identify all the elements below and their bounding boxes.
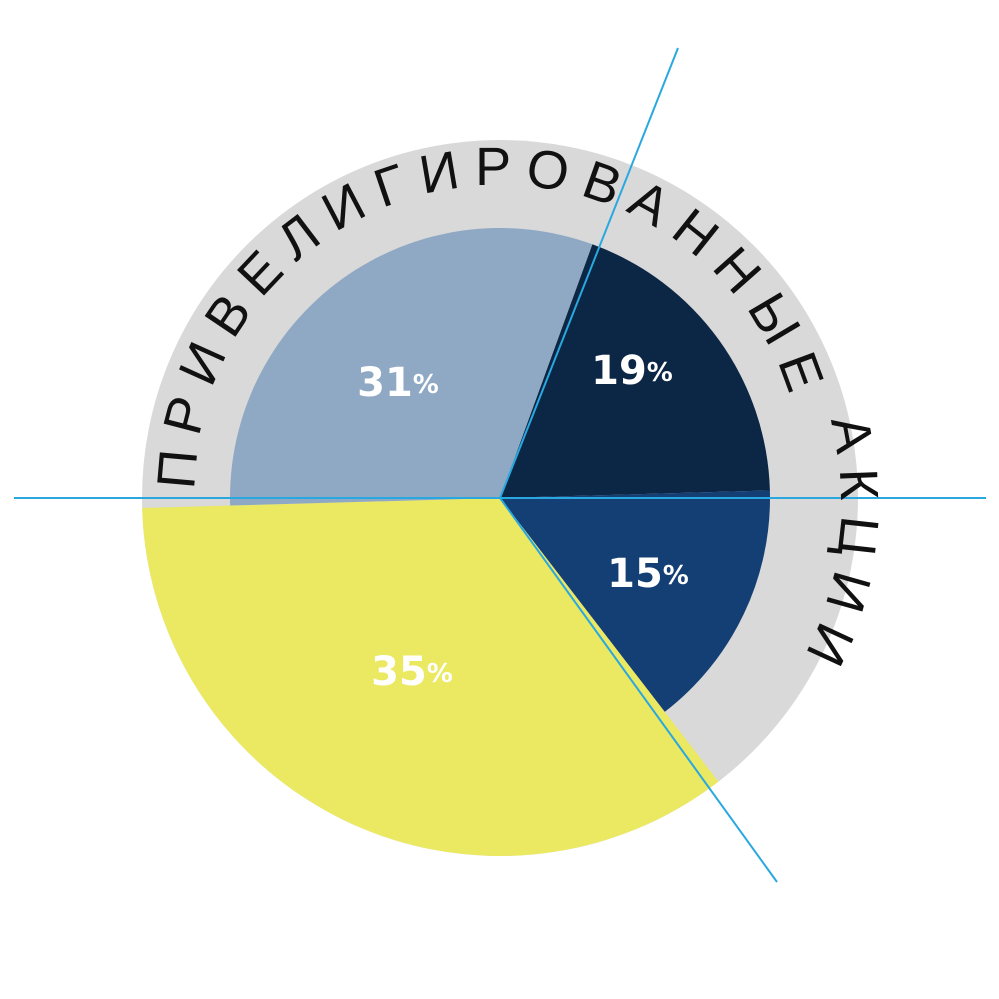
slices-group <box>142 227 770 856</box>
slice-label-15: 15% <box>607 551 689 597</box>
pie-slice-15 <box>500 490 770 712</box>
labels-group: 19% 15% 35% 31% <box>357 348 689 695</box>
divider-lines <box>14 47 986 883</box>
divider-line-3 <box>499 497 778 883</box>
pie-slice-19 <box>500 244 770 498</box>
pie-slice-31 <box>230 227 593 506</box>
slice-label-31: 31% <box>357 360 439 406</box>
slice-label-19: 19% <box>591 348 673 394</box>
divider-line-1 <box>499 47 679 499</box>
pie-slice-35 <box>142 498 719 856</box>
slice-label-35: 35% <box>371 649 453 695</box>
